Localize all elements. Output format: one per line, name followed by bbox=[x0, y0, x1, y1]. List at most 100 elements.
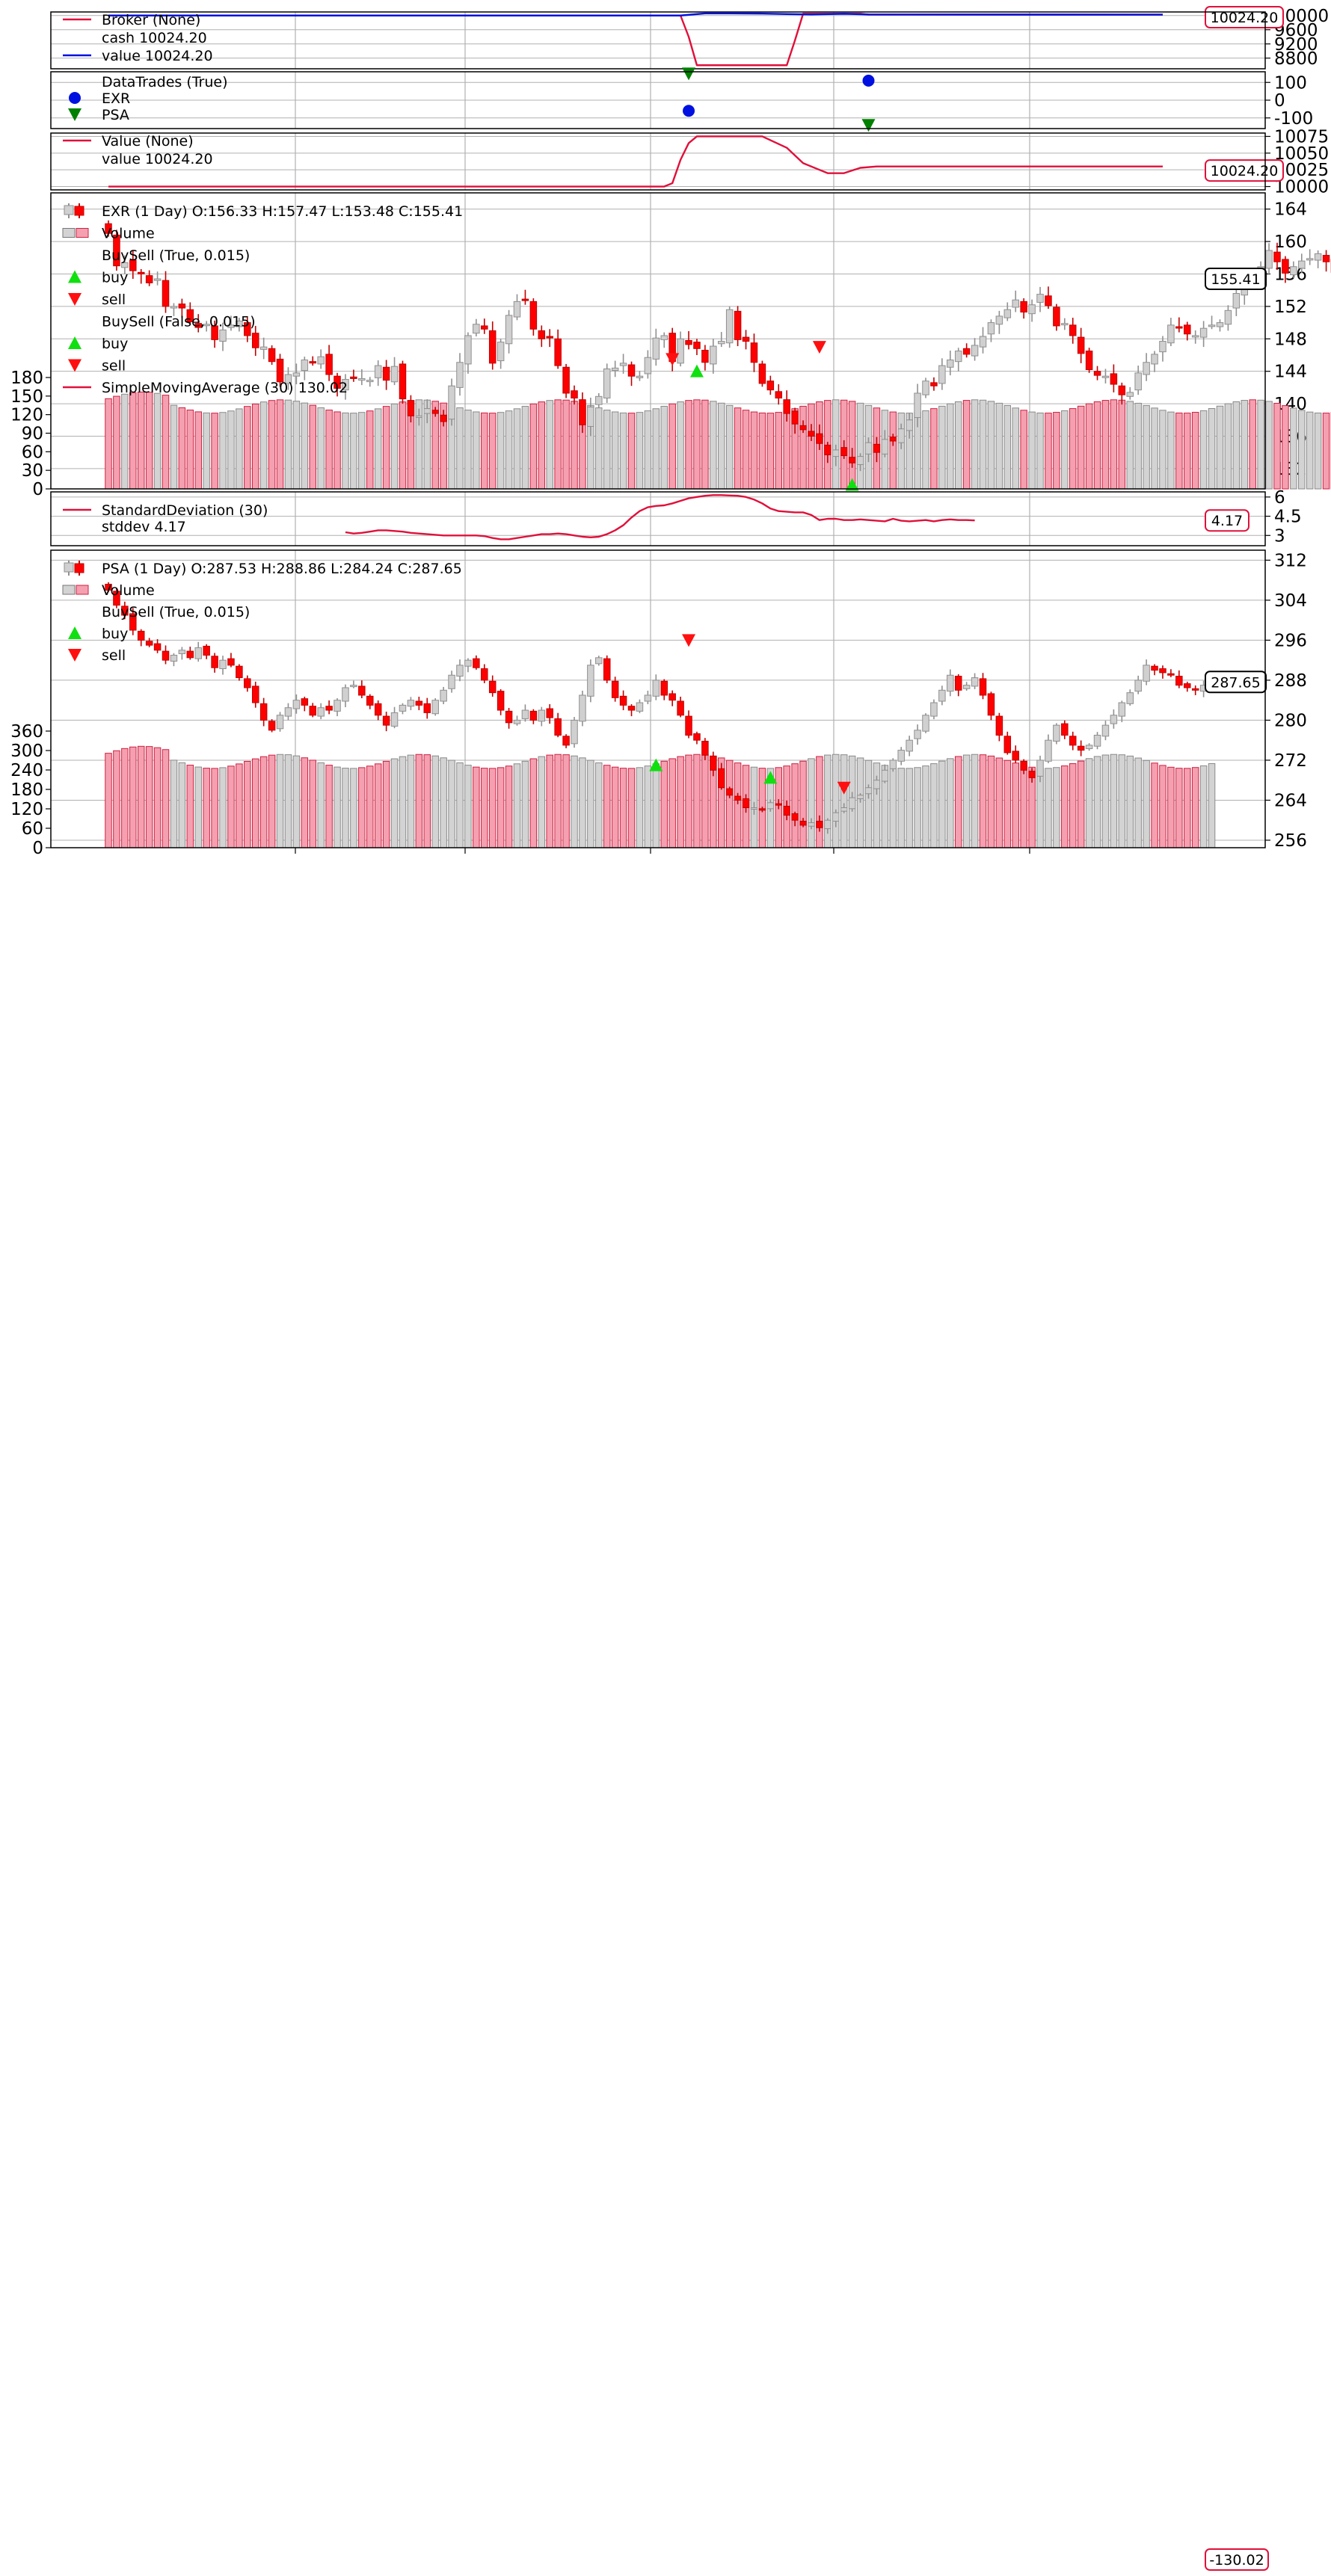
psa-volume-bar bbox=[162, 749, 170, 848]
psa-candle-body bbox=[701, 741, 709, 756]
exr-candle-body bbox=[971, 345, 979, 357]
psa-candle-body bbox=[292, 700, 301, 709]
exr-candle-body bbox=[947, 359, 954, 368]
psa-volume-bar bbox=[603, 765, 611, 848]
exr-candle-body bbox=[301, 359, 309, 372]
psa-volume-bar bbox=[962, 754, 971, 848]
exr-candle-body bbox=[390, 366, 399, 383]
psa-volume-bar bbox=[1069, 763, 1077, 848]
psa-candle-body bbox=[268, 721, 276, 731]
psa-volume-bar bbox=[1134, 757, 1142, 848]
exr-candle-body bbox=[1045, 295, 1052, 306]
psa-candle-body bbox=[1003, 736, 1012, 754]
psa-candle-body bbox=[194, 647, 202, 659]
psa-candle-body bbox=[677, 700, 684, 716]
exr-candle-body bbox=[979, 336, 987, 348]
psa-volume-bar bbox=[954, 756, 962, 848]
psa-volume-bar bbox=[1143, 759, 1150, 848]
broker-frame bbox=[50, 11, 1266, 70]
exr-candle-body bbox=[1167, 324, 1175, 344]
exr-candle-body bbox=[962, 348, 971, 355]
psa-volume-bar bbox=[611, 766, 619, 848]
psa-candle-body bbox=[914, 730, 921, 739]
broker-legend-label: cash 10024.20 bbox=[102, 30, 207, 46]
psa-last-value-frame bbox=[1205, 671, 1267, 694]
psa-volume-bar bbox=[186, 765, 194, 848]
exr-volume-bar bbox=[309, 404, 316, 490]
exr-candle-body bbox=[309, 361, 316, 364]
psa-candle-body bbox=[153, 643, 162, 651]
exr-volume-bar bbox=[1191, 412, 1199, 490]
exr-candle-body bbox=[1069, 324, 1077, 336]
exr-candle-body bbox=[1077, 336, 1085, 354]
psa-volume-bar bbox=[791, 763, 799, 848]
exr-candle-body bbox=[1216, 322, 1224, 327]
psa-volume-bar bbox=[529, 758, 538, 848]
psa-candle-body bbox=[464, 659, 472, 667]
exr-ytick-label: 164 bbox=[1274, 200, 1307, 220]
exr-candle-body bbox=[603, 368, 611, 398]
exr-volume-bar bbox=[473, 411, 480, 490]
exr-candle-body bbox=[644, 357, 652, 375]
psa-candle-body bbox=[529, 710, 538, 721]
exr-candle-body bbox=[1199, 327, 1208, 338]
exr-legend-label: SimpleMovingAverage (30) 130.02 bbox=[102, 380, 348, 396]
psa-volume-bar bbox=[488, 768, 497, 848]
exr-candle-body bbox=[244, 322, 251, 336]
psa-candle-body bbox=[1159, 668, 1166, 674]
stddev-ytick-label: 4.5 bbox=[1274, 508, 1302, 527]
exr-candle-body bbox=[791, 410, 799, 425]
exr-candle-body bbox=[538, 330, 546, 339]
exr-candle-body bbox=[562, 366, 570, 394]
psa-candle-body bbox=[889, 759, 897, 769]
exr-volume-bar bbox=[129, 392, 137, 490]
exr-candle-body bbox=[881, 439, 889, 455]
stddev-ytick-label: 3 bbox=[1274, 526, 1285, 546]
exr-volume-bar bbox=[251, 403, 259, 490]
psa-volume-bar bbox=[579, 757, 586, 848]
exr-legend-label: buy bbox=[102, 336, 128, 352]
exr-volume-bar bbox=[1167, 411, 1175, 490]
exr-volume-bar bbox=[382, 406, 390, 490]
exr-volume-bar bbox=[464, 410, 472, 490]
psa-candle-body bbox=[668, 693, 676, 701]
exr-candle-body bbox=[930, 382, 938, 386]
psa-volume-bar bbox=[1053, 767, 1060, 848]
psa-candle-body bbox=[456, 665, 464, 677]
psa-candle-body bbox=[162, 650, 170, 661]
psa-candle-body bbox=[415, 700, 423, 706]
exr-candle-body bbox=[554, 338, 562, 366]
exr-candle-body bbox=[1273, 251, 1281, 262]
stddev-line bbox=[345, 494, 975, 540]
exr-volume-bar bbox=[930, 408, 938, 490]
exr-candle-body bbox=[587, 406, 594, 427]
psa-volume-bar bbox=[440, 757, 447, 848]
stddev-ytick-label: 6 bbox=[1274, 488, 1285, 508]
exr-candle-body bbox=[995, 315, 1003, 325]
psa-volume-bar bbox=[153, 747, 162, 848]
exr-candle-body bbox=[1224, 309, 1232, 325]
psa-candle-body bbox=[521, 709, 529, 719]
exr-volume-bar bbox=[562, 399, 570, 490]
exr-candle-body bbox=[211, 325, 218, 340]
psa-volume-bar bbox=[292, 755, 301, 848]
psa-volume-bar bbox=[987, 755, 995, 848]
exr-legend-label: Volume bbox=[102, 226, 155, 242]
psa-volume-bar bbox=[121, 748, 129, 848]
psa-legend-label: sell bbox=[102, 647, 126, 664]
psa-candle-body bbox=[342, 687, 349, 702]
psa-buy-marker bbox=[763, 771, 778, 784]
exr-candle-body bbox=[938, 365, 946, 384]
exr-candle-body bbox=[718, 341, 725, 345]
psa-volume-bar bbox=[358, 767, 366, 848]
psa-volume-bar bbox=[587, 759, 594, 848]
stddev-panel: 64.53 StandardDeviation (30)stddev 4.17 4.… bbox=[50, 488, 1302, 546]
exr-volume-bar bbox=[505, 410, 513, 490]
exr-candle-body bbox=[816, 433, 823, 444]
psa-candle-body bbox=[734, 795, 742, 801]
psa-candle-body bbox=[938, 689, 946, 702]
psa-candle-body bbox=[652, 680, 660, 697]
psa-volume-bar bbox=[995, 757, 1003, 848]
exr-volume-bar bbox=[333, 411, 341, 490]
psa-volume-bar bbox=[145, 746, 153, 848]
